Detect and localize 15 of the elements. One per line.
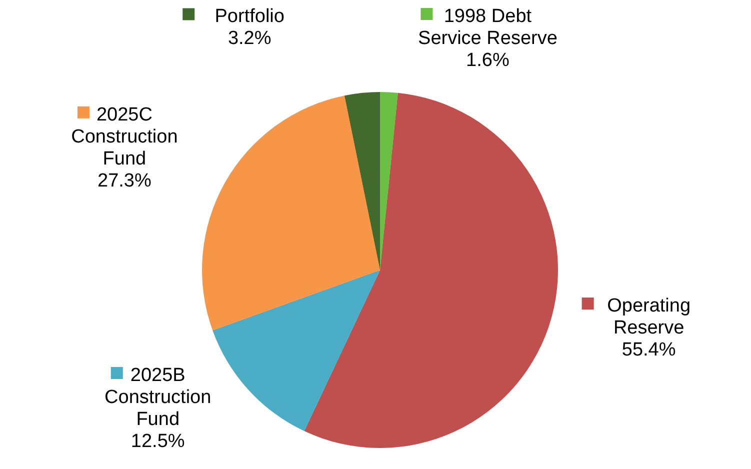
pie-slice [344, 92, 380, 270]
legend-label: 1998 Debt Service Reserve [418, 6, 558, 49]
legend-label: 2025C Construction Fund [71, 104, 178, 170]
legend-label: Operating Reserve [607, 296, 691, 339]
data-label: 12.5% [130, 431, 185, 452]
pie-slice [304, 92, 558, 448]
data-label: 3.2% [228, 28, 272, 50]
data-label: 27.3% [98, 170, 152, 192]
legend-label: 2025B Construction Fund [104, 365, 212, 430]
pie-slice [202, 96, 380, 330]
data-label: 1.6% [466, 50, 510, 71]
legend-label: Portfolio [214, 6, 284, 28]
pie-slice [212, 270, 380, 432]
data-label: 55.4% [622, 340, 676, 361]
pie-slice [380, 92, 398, 270]
